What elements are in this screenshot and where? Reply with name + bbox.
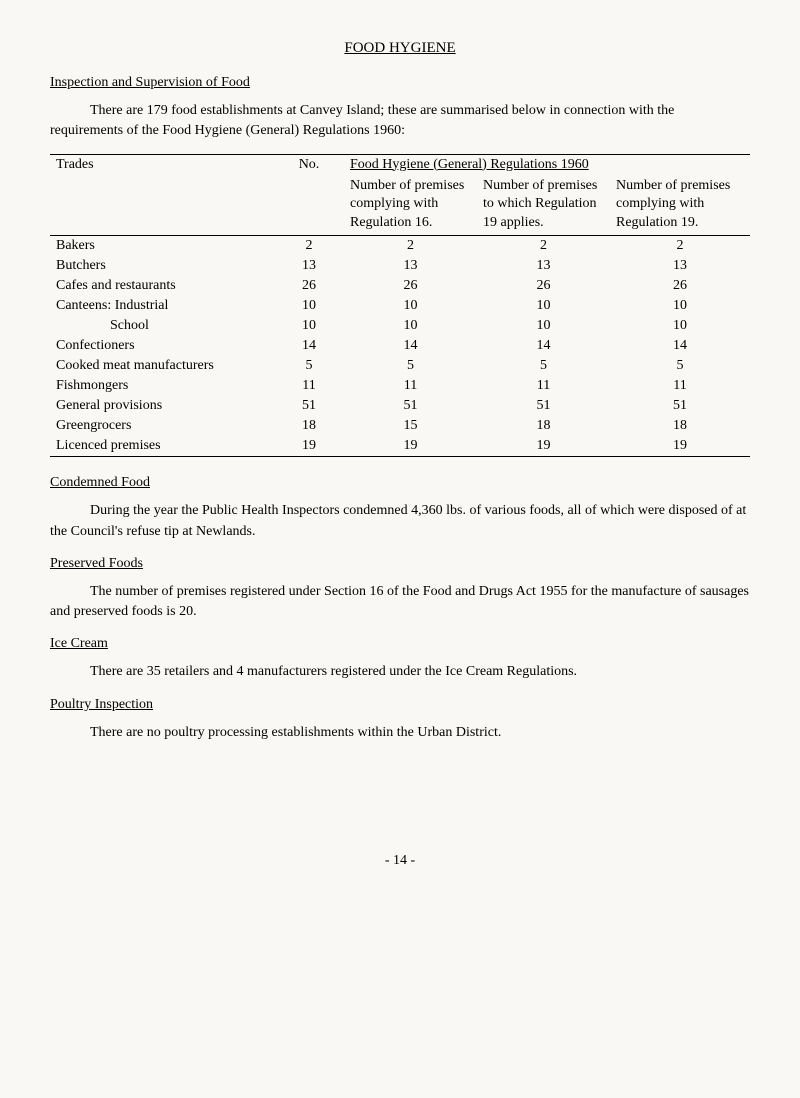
table-cell: 10 bbox=[610, 316, 750, 336]
table-cell: 11 bbox=[344, 376, 477, 396]
para-icecream: There are 35 retailers and 4 manufacture… bbox=[50, 662, 750, 682]
table-cell: 5 bbox=[274, 356, 344, 376]
table-cell: 18 bbox=[274, 416, 344, 436]
table-row: Confectioners14141414 bbox=[50, 336, 750, 356]
table-cell: 13 bbox=[610, 256, 750, 276]
col-no: No. bbox=[274, 154, 344, 175]
table-cell: 26 bbox=[344, 276, 477, 296]
table-row: Licenced premises19191919 bbox=[50, 436, 750, 457]
table-cell: Greengrocers bbox=[50, 416, 274, 436]
para-inspection: There are 179 food establishments at Can… bbox=[50, 101, 750, 142]
subhead-2: Number of premises to which Regulation 1… bbox=[477, 175, 610, 236]
table-row: Butchers13131313 bbox=[50, 256, 750, 276]
table-row: Bakers2222 bbox=[50, 236, 750, 257]
table-row: Greengrocers18151818 bbox=[50, 416, 750, 436]
subhead-1: Number of premises complying with Regula… bbox=[344, 175, 477, 236]
table-cell: 10 bbox=[274, 316, 344, 336]
table-cell: 11 bbox=[274, 376, 344, 396]
table-cell: 10 bbox=[610, 296, 750, 316]
table-cell: 26 bbox=[274, 276, 344, 296]
heading-condemned: Condemned Food bbox=[50, 475, 750, 491]
table-cell: 13 bbox=[274, 256, 344, 276]
table-row: School10101010 bbox=[50, 316, 750, 336]
table-cell: General provisions bbox=[50, 396, 274, 416]
table-cell: 2 bbox=[274, 236, 344, 257]
page-title: FOOD HYGIENE bbox=[50, 40, 750, 57]
table-cell: 51 bbox=[477, 396, 610, 416]
table-cell: 14 bbox=[274, 336, 344, 356]
col-trades: Trades bbox=[50, 154, 274, 175]
table-cell: 18 bbox=[610, 416, 750, 436]
table-cell: 5 bbox=[344, 356, 477, 376]
table-row: Cafes and restaurants26262626 bbox=[50, 276, 750, 296]
table-cell: 26 bbox=[610, 276, 750, 296]
table-cell: 10 bbox=[477, 296, 610, 316]
table-cell: Bakers bbox=[50, 236, 274, 257]
table-cell: 5 bbox=[477, 356, 610, 376]
table-row: Cooked meat manufacturers5555 bbox=[50, 356, 750, 376]
table-cell: 11 bbox=[610, 376, 750, 396]
table-cell: 13 bbox=[477, 256, 610, 276]
table-cell: 19 bbox=[274, 436, 344, 457]
subhead-3: Number of premises complying with Regula… bbox=[610, 175, 750, 236]
para-poultry: There are no poultry processing establis… bbox=[50, 723, 750, 743]
heading-icecream: Ice Cream bbox=[50, 636, 750, 652]
table-cell: 51 bbox=[344, 396, 477, 416]
table-cell: 5 bbox=[610, 356, 750, 376]
table-cell: 2 bbox=[610, 236, 750, 257]
table-cell: 14 bbox=[610, 336, 750, 356]
table-cell: 10 bbox=[344, 296, 477, 316]
para-preserved: The number of premises registered under … bbox=[50, 582, 750, 623]
table-cell: Cooked meat manufacturers bbox=[50, 356, 274, 376]
heading-poultry: Poultry Inspection bbox=[50, 697, 750, 713]
table-cell: Confectioners bbox=[50, 336, 274, 356]
table-row: Canteens: Industrial10101010 bbox=[50, 296, 750, 316]
table-cell: 2 bbox=[477, 236, 610, 257]
para-condemned: During the year the Public Health Inspec… bbox=[50, 501, 750, 542]
heading-preserved: Preserved Foods bbox=[50, 556, 750, 572]
table-cell: 14 bbox=[477, 336, 610, 356]
table-cell: Canteens: Industrial bbox=[50, 296, 274, 316]
heading-inspection: Inspection and Supervision of Food bbox=[50, 75, 750, 91]
table-cell: Fishmongers bbox=[50, 376, 274, 396]
table-cell: 19 bbox=[610, 436, 750, 457]
table-cell: 19 bbox=[344, 436, 477, 457]
table-cell: 13 bbox=[344, 256, 477, 276]
table-cell: 18 bbox=[477, 416, 610, 436]
table-cell: 11 bbox=[477, 376, 610, 396]
page-number: - 14 - bbox=[50, 853, 750, 869]
table-cell: 10 bbox=[477, 316, 610, 336]
table-cell: School bbox=[50, 316, 274, 336]
table-cell: 19 bbox=[477, 436, 610, 457]
table-cell: 51 bbox=[610, 396, 750, 416]
table-cell: 26 bbox=[477, 276, 610, 296]
table-cell: Cafes and restaurants bbox=[50, 276, 274, 296]
table-cell: 15 bbox=[344, 416, 477, 436]
table-cell: 10 bbox=[274, 296, 344, 316]
table-cell: 10 bbox=[344, 316, 477, 336]
table-cell: 14 bbox=[344, 336, 477, 356]
table-row: General provisions51515151 bbox=[50, 396, 750, 416]
table-cell: Licenced premises bbox=[50, 436, 274, 457]
col-super: Food Hygiene (General) Regulations 1960 bbox=[344, 154, 750, 175]
food-hygiene-table: Trades No. Food Hygiene (General) Regula… bbox=[50, 154, 750, 462]
table-row: Fishmongers11111111 bbox=[50, 376, 750, 396]
table-cell: 2 bbox=[344, 236, 477, 257]
table-cell: 51 bbox=[274, 396, 344, 416]
table-cell: Butchers bbox=[50, 256, 274, 276]
